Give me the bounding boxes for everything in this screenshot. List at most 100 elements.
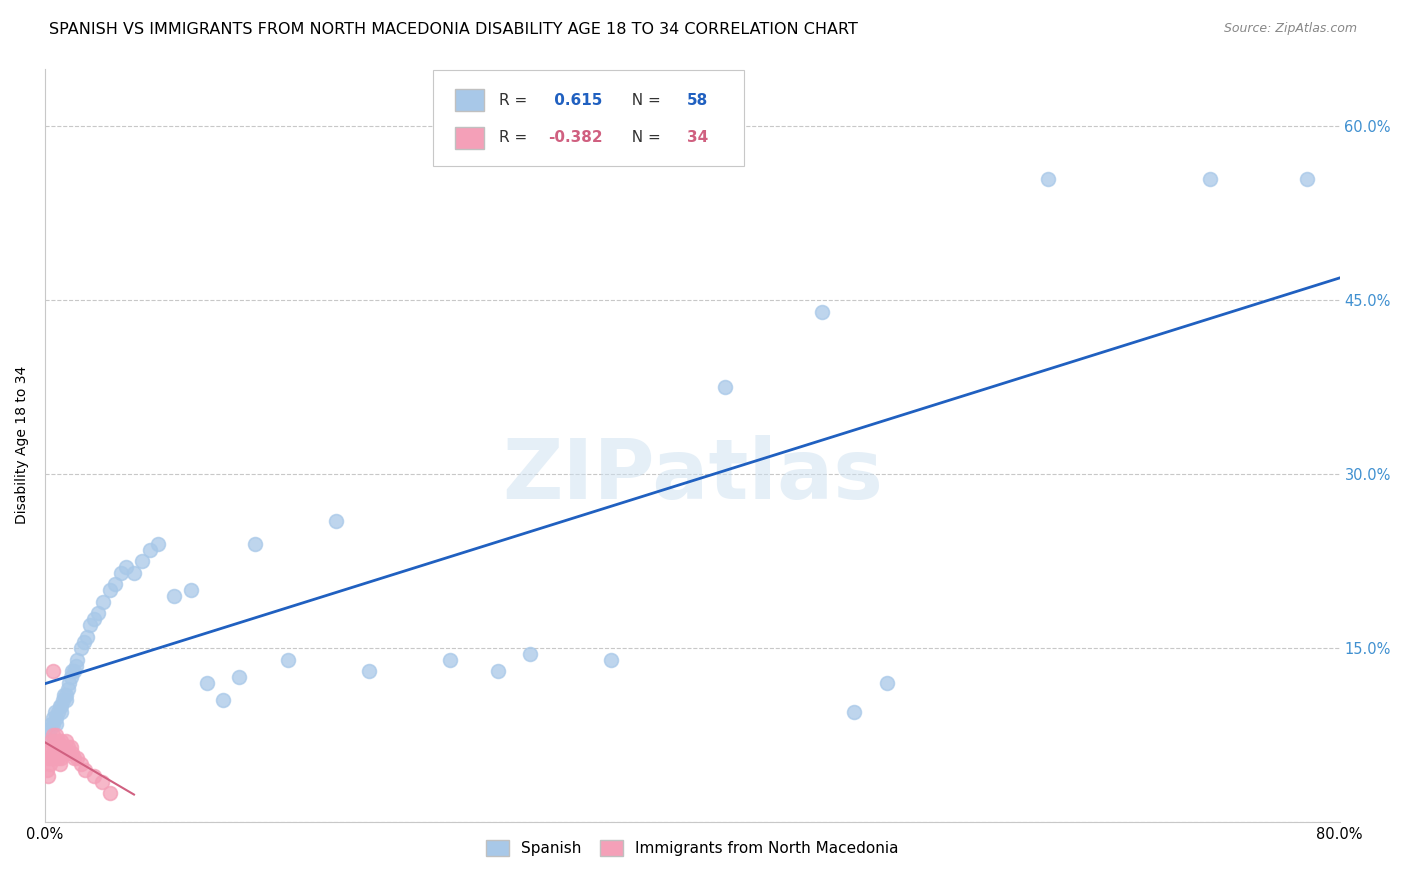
Point xyxy=(66,653,89,667)
Point xyxy=(87,607,110,621)
Point xyxy=(357,665,380,679)
Text: R =: R = xyxy=(499,93,533,108)
Point xyxy=(62,746,84,760)
Point xyxy=(139,542,162,557)
Point xyxy=(69,641,91,656)
Point xyxy=(38,739,60,754)
Point xyxy=(56,681,79,696)
Point xyxy=(115,560,138,574)
Point xyxy=(65,658,87,673)
Point xyxy=(56,739,79,754)
Text: -0.382: -0.382 xyxy=(548,130,603,145)
Point xyxy=(75,763,97,777)
Point xyxy=(52,739,75,754)
Point xyxy=(63,665,86,679)
Point xyxy=(45,746,67,760)
Point xyxy=(42,716,65,731)
Text: N =: N = xyxy=(623,93,666,108)
Point xyxy=(90,774,112,789)
Point xyxy=(38,723,60,737)
Point xyxy=(98,583,121,598)
Point xyxy=(44,705,66,719)
Point xyxy=(103,577,125,591)
Point xyxy=(58,746,80,760)
Point xyxy=(53,688,76,702)
Point xyxy=(41,716,63,731)
Point xyxy=(277,653,299,667)
Point xyxy=(713,380,735,394)
Point xyxy=(131,554,153,568)
Point xyxy=(59,670,82,684)
Point xyxy=(83,769,105,783)
Point xyxy=(810,305,832,319)
Text: N =: N = xyxy=(623,130,666,145)
Point xyxy=(98,786,121,800)
Point xyxy=(122,566,145,580)
Point xyxy=(110,566,132,580)
Text: SPANISH VS IMMIGRANTS FROM NORTH MACEDONIA DISABILITY AGE 18 TO 34 CORRELATION C: SPANISH VS IMMIGRANTS FROM NORTH MACEDON… xyxy=(49,22,858,37)
Point xyxy=(519,647,541,661)
Point xyxy=(41,751,63,765)
Point xyxy=(439,653,461,667)
Point xyxy=(41,734,63,748)
Text: 0.615: 0.615 xyxy=(548,93,602,108)
Point xyxy=(62,665,84,679)
Point xyxy=(842,705,865,719)
Point xyxy=(59,739,82,754)
Point xyxy=(45,716,67,731)
Point xyxy=(45,728,67,742)
Text: 34: 34 xyxy=(688,130,709,145)
Legend: Spanish, Immigrants from North Macedonia: Spanish, Immigrants from North Macedonia xyxy=(478,832,907,863)
Point xyxy=(55,734,77,748)
Point xyxy=(46,705,69,719)
Point xyxy=(63,751,86,765)
Point xyxy=(46,751,69,765)
Point xyxy=(163,589,186,603)
Y-axis label: Disability Age 18 to 34: Disability Age 18 to 34 xyxy=(15,367,30,524)
Point xyxy=(83,612,105,626)
Point xyxy=(42,728,65,742)
Point xyxy=(49,751,72,765)
Point xyxy=(35,763,58,777)
Point xyxy=(76,630,98,644)
Point xyxy=(37,728,59,742)
Point xyxy=(37,751,59,765)
Point xyxy=(38,757,60,772)
Point xyxy=(46,734,69,748)
Point xyxy=(1038,171,1060,186)
Point xyxy=(49,705,72,719)
Point xyxy=(58,676,80,690)
FancyBboxPatch shape xyxy=(456,89,484,112)
Point xyxy=(35,746,58,760)
FancyBboxPatch shape xyxy=(456,127,484,149)
Text: ZIPatlas: ZIPatlas xyxy=(502,435,883,516)
Point xyxy=(876,676,898,690)
Point xyxy=(73,635,96,649)
Point xyxy=(48,739,70,754)
Point xyxy=(55,688,77,702)
Point xyxy=(48,757,70,772)
Point xyxy=(53,746,76,760)
Point xyxy=(49,699,72,714)
Point xyxy=(66,751,89,765)
Point xyxy=(91,595,114,609)
Point xyxy=(52,693,75,707)
Point xyxy=(44,734,66,748)
Text: Source: ZipAtlas.com: Source: ZipAtlas.com xyxy=(1223,22,1357,36)
Point xyxy=(55,693,77,707)
Point xyxy=(600,653,623,667)
Point xyxy=(42,665,65,679)
Point xyxy=(49,734,72,748)
Text: R =: R = xyxy=(499,130,533,145)
Point xyxy=(37,769,59,783)
Point xyxy=(1199,171,1222,186)
Point xyxy=(212,693,235,707)
Point xyxy=(69,757,91,772)
Point xyxy=(48,699,70,714)
Point xyxy=(228,670,250,684)
Text: 58: 58 xyxy=(688,93,709,108)
Point xyxy=(79,618,101,632)
Point xyxy=(486,665,509,679)
FancyBboxPatch shape xyxy=(433,70,744,167)
Point xyxy=(180,583,202,598)
